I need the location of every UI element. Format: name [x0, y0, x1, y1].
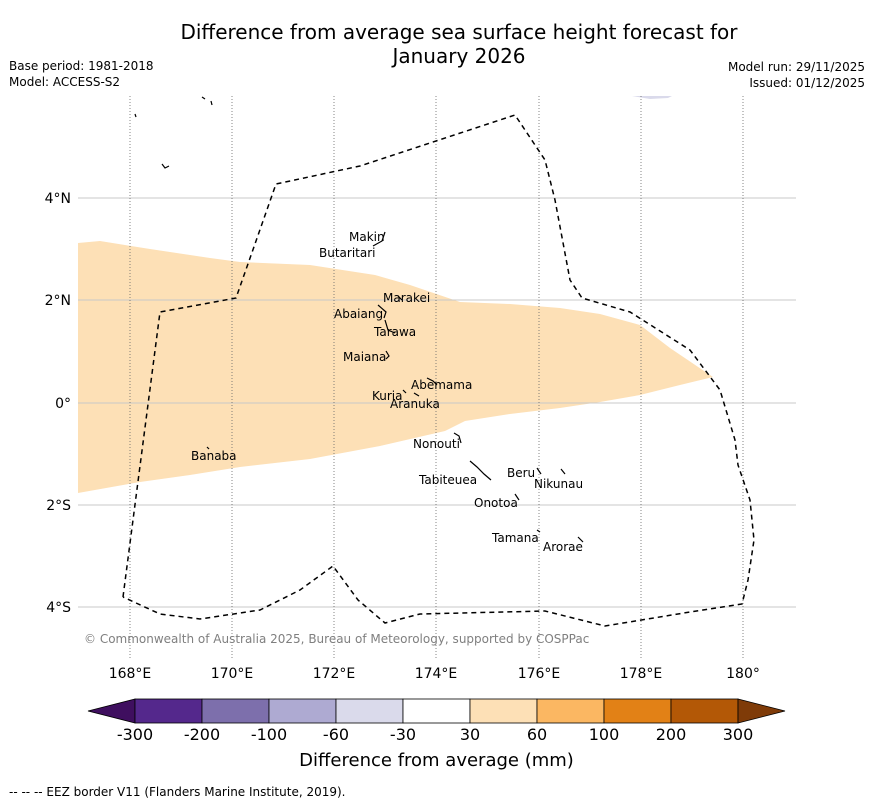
lat-label-4n: 4°N — [45, 191, 71, 207]
colorbar-swatch — [201, 698, 270, 724]
island-label-nonouti: Nonouti — [413, 437, 460, 451]
island-label-abaiang: Abaiang — [334, 307, 383, 321]
anomaly-region-30-60mm — [78, 241, 713, 493]
colorbar-tick: -300 — [116, 725, 154, 744]
colorbar-swatch — [268, 698, 337, 724]
island-label-banaba: Banaba — [191, 449, 237, 463]
island-label-onotoa: Onotoa — [474, 496, 518, 510]
lon-label-178e: 178°E — [620, 666, 663, 682]
map-plot-area: Makin Butaritari Marakei Abaiang Tarawa … — [78, 96, 796, 658]
latitude-gridlines — [78, 197, 796, 608]
longitude-labels: 168°E 170°E 172°E 174°E 176°E 178°E 180° — [109, 666, 760, 682]
chart-title: Difference from average sea surface heig… — [0, 20, 873, 68]
colorbar-tick: 300 — [722, 725, 754, 744]
lat-label-2n: 2°N — [45, 293, 71, 309]
model-name: Model: ACCESS-S2 — [9, 75, 121, 89]
model-run: Model run: 29/11/2025 — [727, 60, 865, 74]
title-line-2: January 2026 — [392, 44, 526, 68]
eez-footnote: -- -- -- EEZ border V11 (Flanders Marine… — [9, 785, 346, 799]
negative-anomaly-patch — [632, 96, 672, 99]
colorbar-tick: -200 — [183, 725, 221, 744]
island-label-abemama: Abemama — [411, 378, 472, 392]
colorbar-swatch — [469, 698, 538, 724]
colorbar-swatch — [603, 698, 672, 724]
colorbar — [87, 698, 786, 724]
island-label-tabiteuea: Tabiteuea — [418, 473, 477, 487]
island-label-marakei: Marakei — [383, 291, 430, 305]
lat-label-2s: 2°S — [46, 498, 71, 514]
island-label-butaritari: Butaritari — [319, 246, 376, 260]
eez-border — [122, 114, 755, 627]
island-label-makin: Makin — [349, 230, 385, 244]
lon-label-174e: 174°E — [415, 666, 458, 682]
meta-right: Model run: 29/11/2025 Issued: 01/12/2025 — [728, 59, 865, 91]
island-label-tarawa: Tarawa — [373, 325, 416, 339]
meta-left: Base period: 1981-2018 Model: ACCESS-S2 — [9, 58, 154, 90]
lon-label-172e: 172°E — [313, 666, 356, 682]
colorbar-swatch — [335, 698, 404, 724]
colorbar-tick: 60 — [526, 725, 548, 744]
colorbar-tick: 100 — [588, 725, 620, 744]
longitude-gridlines — [129, 96, 744, 658]
island-outlines — [134, 96, 584, 543]
lon-label-170e: 170°E — [211, 666, 254, 682]
colorbar-tick: -60 — [322, 725, 350, 744]
base-period: Base period: 1981-2018 — [9, 59, 154, 73]
lat-label-0: 0° — [55, 396, 71, 412]
island-label-tamana: Tamana — [491, 531, 539, 545]
colorbar-swatch-max-extend — [737, 698, 786, 724]
island-label-kuria: Kuria — [372, 389, 403, 403]
copyright-notice: © Commonwealth of Australia 2025, Bureau… — [84, 632, 590, 646]
lon-label-180: 180° — [726, 666, 760, 682]
colorbar-swatch — [134, 698, 203, 724]
island-labels: Makin Butaritari Marakei Abaiang Tarawa … — [191, 230, 583, 554]
colorbar-tick: 200 — [655, 725, 687, 744]
colorbar-tick: -30 — [389, 725, 417, 744]
colorbar-swatch — [402, 698, 471, 724]
island-label-aranuka: Aranuka — [390, 397, 440, 411]
colorbar-label: Difference from average (mm) — [299, 750, 574, 771]
title-line-1: Difference from average sea surface heig… — [180, 20, 738, 44]
island-label-nikunau: Nikunau — [534, 477, 583, 491]
colorbar-swatch — [536, 698, 605, 724]
colorbar-swatch — [670, 698, 739, 724]
island-label-maiana: Maiana — [343, 350, 386, 364]
island-label-beru: Beru — [507, 466, 535, 480]
lat-label-4s: 4°S — [46, 600, 71, 616]
issued-date: Issued: 01/12/2025 — [749, 76, 865, 90]
colorbar-tick: 30 — [459, 725, 481, 744]
lon-label-176e: 176°E — [518, 666, 561, 682]
island-label-arorae: Arorae — [543, 540, 583, 554]
colorbar-tick: -100 — [250, 725, 288, 744]
colorbar-swatch-min-extend — [87, 698, 136, 724]
latitude-labels: 4°N 2°N 0° 2°S 4°S — [45, 191, 72, 616]
lon-label-168e: 168°E — [109, 666, 152, 682]
